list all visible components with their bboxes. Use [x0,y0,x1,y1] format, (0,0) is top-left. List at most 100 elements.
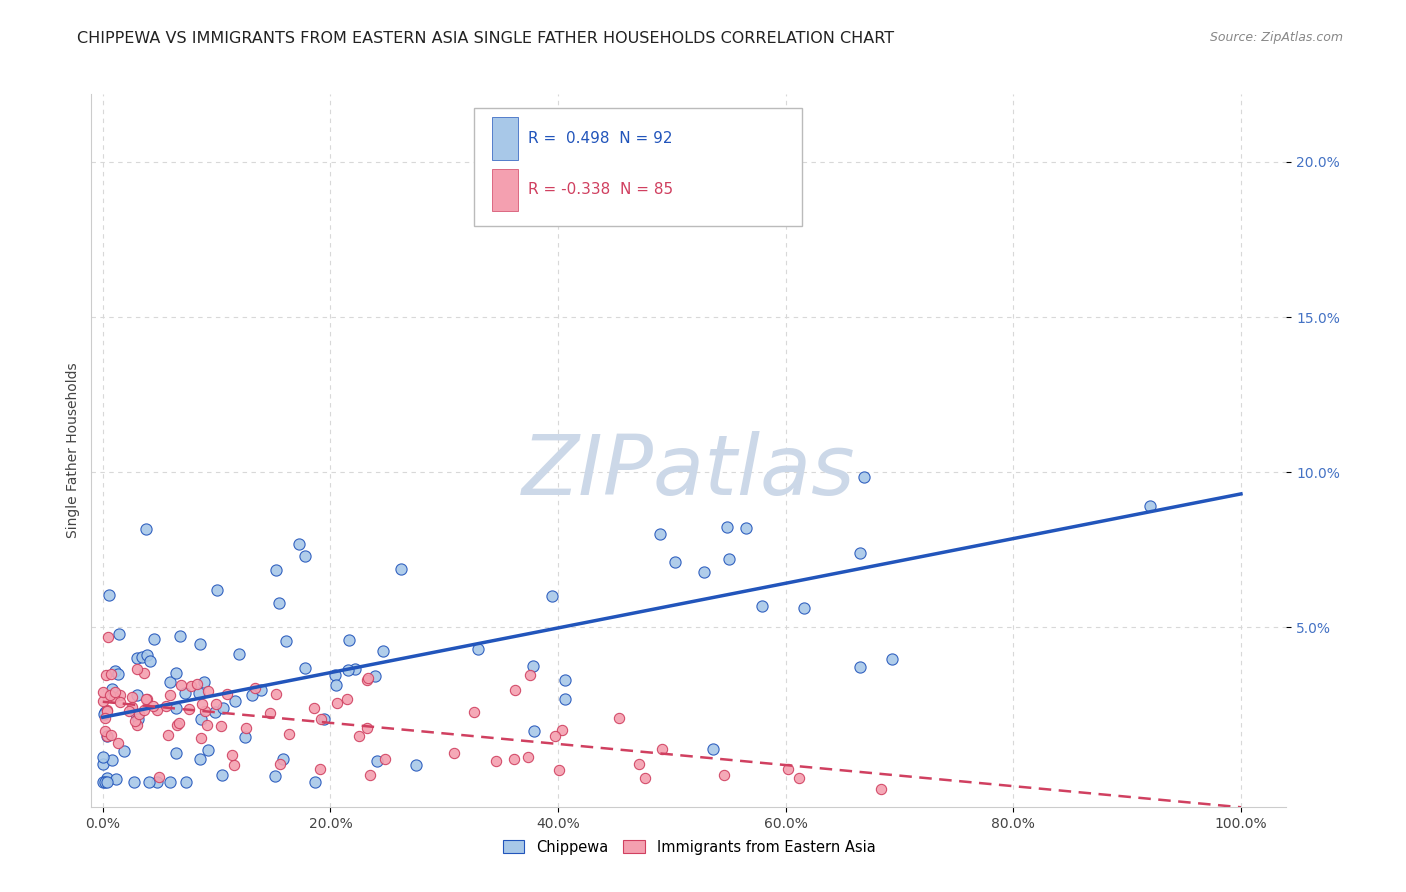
Point [523,724,546,739]
Point [548,763,571,777]
Point [359,768,381,782]
Point [336,664,359,678]
Point [91,685,114,699]
Point [186,677,208,691]
Point [197,743,219,757]
Point [554,692,576,706]
Point [100,753,122,767]
Point [188,751,211,765]
Point [122,775,145,789]
Point [125,689,148,703]
Point [100,728,122,742]
Point [259,706,281,720]
Point [165,666,187,681]
Point [389,562,412,576]
Point [287,536,309,550]
Point [124,714,146,728]
Point [132,665,155,680]
Point [166,718,188,732]
Point [309,712,332,726]
Point [325,668,347,682]
Point [127,650,149,665]
Point [735,521,758,535]
Point [195,718,218,732]
Point [169,629,191,643]
Text: Source: ZipAtlas.com: Source: ZipAtlas.com [1209,31,1343,45]
Point [849,546,872,560]
Point [97,630,120,644]
Point [177,702,200,716]
Point [356,673,378,688]
Point [194,704,217,718]
Point [165,746,187,760]
Point [105,772,128,787]
Point [228,647,250,661]
Point [94,711,117,725]
Point [128,706,150,721]
Point [96,772,118,786]
Point [135,648,157,662]
Point [519,668,541,682]
Point [165,700,187,714]
Point [190,712,212,726]
Point [751,599,773,613]
Text: R = -0.338  N = 85: R = -0.338 N = 85 [527,183,672,197]
Point [93,707,115,722]
Point [108,627,131,641]
Point [96,729,118,743]
Point [294,549,316,563]
Point [517,750,540,764]
Point [325,696,347,710]
Point [374,752,396,766]
Point [250,683,273,698]
Legend: Chippewa, Immigrants from Eastern Asia: Chippewa, Immigrants from Eastern Asia [496,834,882,861]
Point [146,703,169,717]
Point [103,685,125,699]
Point [135,522,157,536]
Point [114,744,136,758]
Point [101,681,124,696]
Point [148,771,170,785]
Point [245,681,267,695]
Point [159,688,181,702]
Point [91,757,114,772]
Point [336,692,359,706]
Point [240,688,263,702]
Point [853,469,876,483]
Point [94,775,117,789]
Point [325,678,347,692]
Point [551,723,574,738]
Point [304,701,326,715]
Point [188,637,211,651]
Point [849,660,872,674]
Point [191,697,214,711]
Point [1139,500,1161,514]
Point [159,775,181,789]
Point [107,736,129,750]
Point [142,632,165,646]
Point [170,678,193,692]
Point [267,596,290,610]
Point [98,588,121,602]
Point [554,673,576,688]
Point [125,707,148,722]
Point [264,563,287,577]
Point [108,695,131,709]
Point [278,726,301,740]
Point [503,683,526,698]
Point [193,674,215,689]
Point [136,691,159,706]
Point [94,668,117,682]
Point [91,694,114,708]
Point [634,772,657,786]
Point [364,669,387,683]
Point [173,686,195,700]
Point [215,687,238,701]
Point [103,690,125,704]
Point [371,644,394,658]
Point [337,633,360,648]
Point [110,688,132,702]
Point [356,721,378,735]
Point [870,781,893,796]
Point [211,768,233,782]
